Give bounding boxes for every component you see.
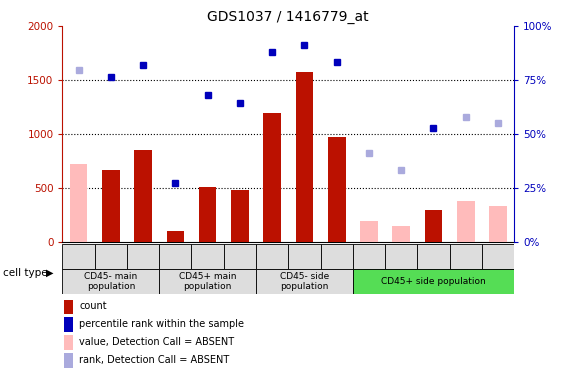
Bar — [256, 244, 288, 269]
Bar — [353, 269, 514, 294]
Bar — [288, 244, 320, 269]
Bar — [62, 269, 159, 294]
Text: cell type: cell type — [3, 268, 48, 278]
Bar — [353, 244, 385, 269]
Bar — [263, 112, 281, 242]
Bar — [64, 298, 73, 314]
Bar — [449, 244, 482, 269]
Bar — [256, 269, 353, 294]
Bar — [417, 244, 449, 269]
Bar — [224, 244, 256, 269]
Bar — [64, 334, 73, 350]
Text: count: count — [80, 301, 107, 311]
Text: ▶: ▶ — [47, 268, 54, 278]
Bar — [64, 352, 73, 368]
Bar — [134, 150, 152, 242]
Bar — [166, 231, 184, 242]
Bar — [62, 244, 95, 269]
Text: rank, Detection Call = ABSENT: rank, Detection Call = ABSENT — [80, 355, 229, 365]
Bar — [159, 269, 256, 294]
Bar — [424, 210, 442, 242]
Text: CD45+ side population: CD45+ side population — [381, 277, 486, 286]
Bar — [127, 244, 159, 269]
Text: CD45- main
population: CD45- main population — [84, 272, 137, 291]
Text: CD45+ main
population: CD45+ main population — [179, 272, 236, 291]
Bar — [482, 244, 514, 269]
Text: value, Detection Call = ABSENT: value, Detection Call = ABSENT — [80, 337, 235, 347]
Bar — [64, 316, 73, 332]
Bar — [70, 164, 87, 242]
Bar — [102, 170, 120, 242]
Bar — [360, 221, 378, 242]
Bar — [295, 72, 314, 242]
Bar — [191, 244, 224, 269]
Bar — [392, 226, 410, 242]
Title: GDS1037 / 1416779_at: GDS1037 / 1416779_at — [207, 10, 369, 24]
Bar — [489, 206, 507, 242]
Bar — [328, 137, 345, 242]
Bar — [457, 201, 474, 242]
Bar — [199, 187, 216, 242]
Text: CD45- side
population: CD45- side population — [280, 272, 329, 291]
Bar — [95, 244, 127, 269]
Text: percentile rank within the sample: percentile rank within the sample — [80, 319, 244, 329]
Bar — [159, 244, 191, 269]
Bar — [320, 244, 353, 269]
Bar — [385, 244, 417, 269]
Bar — [231, 190, 249, 242]
